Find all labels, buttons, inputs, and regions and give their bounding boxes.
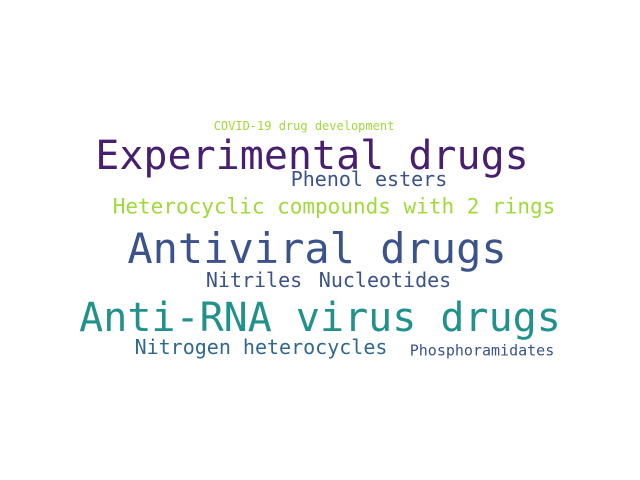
word-nitrogen-heterocycles: Nitrogen heterocycles [134, 335, 388, 359]
word-heterocyclic-compounds: Heterocyclic compounds with 2 rings [112, 194, 556, 219]
word-antiviral-drugs: Antiviral drugs [127, 224, 507, 273]
word-phenol-esters: Phenol esters [290, 167, 448, 191]
word-nucleotides: Nucleotides [318, 268, 452, 292]
word-nitriles: Nitriles [205, 268, 303, 292]
word-anti-rna-virus-drugs: Anti-RNA virus drugs [79, 295, 561, 341]
word-experimental-drugs: Experimental drugs [95, 133, 529, 179]
word-covid-19-drug-development: COVID-19 drug development [213, 119, 395, 133]
word-phosphoramidates: Phosphoramidates [409, 341, 555, 360]
